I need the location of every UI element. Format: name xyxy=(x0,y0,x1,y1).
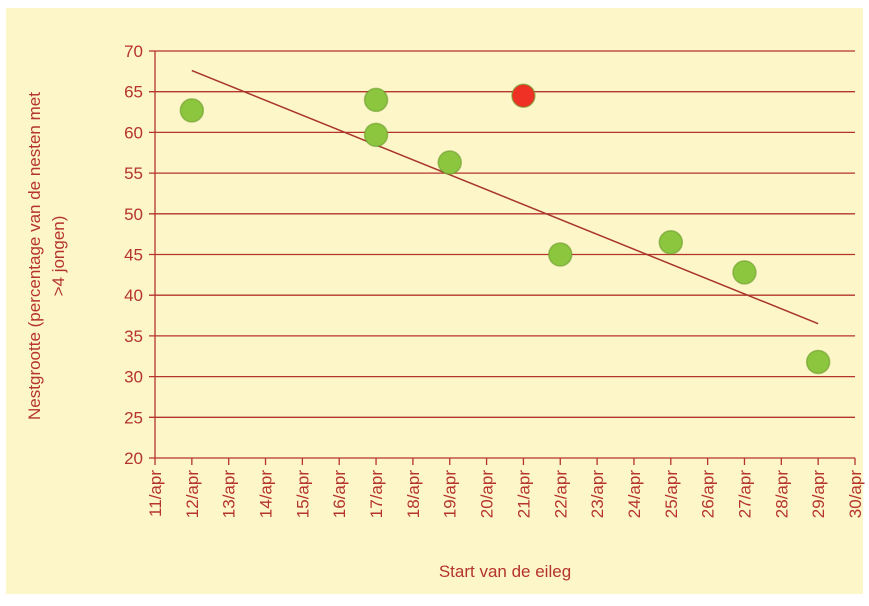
x-tick-label: 26/apr xyxy=(699,470,718,519)
y-axis-label: >4 jongen) xyxy=(49,216,68,297)
x-tick-label: 19/apr xyxy=(441,470,460,519)
y-tick-label: 25 xyxy=(124,408,143,427)
x-axis-label: Start van de eileg xyxy=(439,562,571,581)
point xyxy=(658,230,684,255)
point xyxy=(179,98,205,123)
x-tick-label: 16/apr xyxy=(330,470,349,519)
point xyxy=(437,150,462,175)
y-tick-label: 55 xyxy=(124,164,143,183)
point xyxy=(511,83,536,109)
point xyxy=(732,260,757,285)
x-tick-label: 27/apr xyxy=(735,470,754,519)
x-tick-label: 22/apr xyxy=(551,470,570,519)
background xyxy=(6,8,863,594)
y-tick-label: 65 xyxy=(124,83,143,102)
x-tick-label: 20/apr xyxy=(478,470,497,519)
x-tick-label: 15/apr xyxy=(293,470,312,519)
x-tick-label: 11/apr xyxy=(146,470,165,517)
x-tick-label: 18/apr xyxy=(404,470,423,519)
trendline xyxy=(191,69,819,325)
y-tick-label: 20 xyxy=(124,449,143,468)
x-tick-label: 13/apr xyxy=(220,470,239,519)
x-tick-label: 30/apr xyxy=(846,470,865,519)
point xyxy=(805,349,831,375)
x-tick-label: 29/apr xyxy=(809,470,828,519)
y-tick-label: 60 xyxy=(124,123,143,142)
y-tick-label: 70 xyxy=(124,42,143,61)
y-tick-label: 45 xyxy=(124,246,143,265)
x-tick-label: 25/apr xyxy=(662,470,681,519)
x-tick-label: 23/apr xyxy=(588,470,607,519)
x-tick-label: 12/apr xyxy=(183,470,202,519)
y-tick-label: 30 xyxy=(124,368,143,387)
point xyxy=(548,242,573,267)
x-tick-label: 14/apr xyxy=(257,470,276,519)
x-tick-label: 24/apr xyxy=(625,470,644,519)
x-tick-label: 17/apr xyxy=(367,470,386,519)
y-tick-label: 40 xyxy=(124,286,143,305)
y-tick-label: 35 xyxy=(124,327,143,346)
x-tick-label: 28/apr xyxy=(772,470,791,519)
y-tick-label: 50 xyxy=(124,205,143,224)
point xyxy=(363,122,389,148)
point xyxy=(363,87,389,113)
y-axis-label: Nestgrootte (percentage van de nesten me… xyxy=(25,92,44,420)
x-tick-label: 21/apr xyxy=(514,470,533,519)
